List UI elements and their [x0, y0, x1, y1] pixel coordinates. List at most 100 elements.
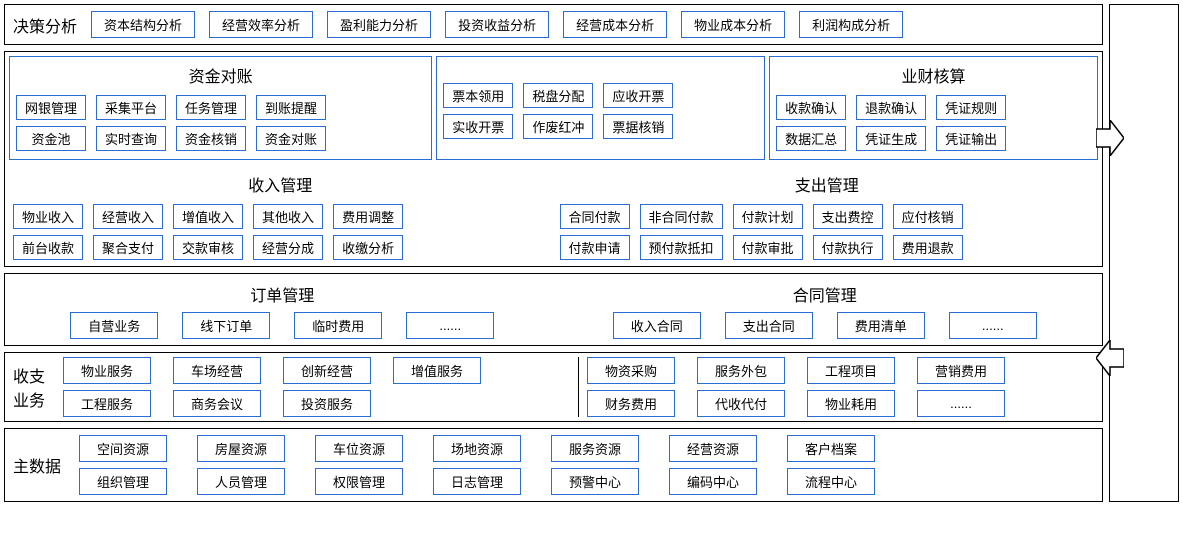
oc-item[interactable]: 收入合同 — [613, 312, 701, 339]
op-item[interactable]: 凭证生成 — [856, 126, 926, 151]
op-item[interactable]: 收缴分析 — [333, 235, 403, 260]
biz-item[interactable]: 服务外包 — [697, 357, 785, 384]
md-item[interactable]: 房屋资源 — [197, 435, 285, 462]
arrow-left-icon — [1096, 340, 1124, 376]
op-item[interactable]: 税盘分配 — [523, 83, 593, 108]
md-item[interactable]: 预警中心 — [551, 468, 639, 495]
business-title-line2: 业务 — [13, 387, 53, 411]
business-panel: 收支 业务 物业服务 车场经营 创新经营 增值服务 工程服务 商务会议 投资服务 — [4, 352, 1103, 422]
op-item[interactable]: 应收开票 — [603, 83, 673, 108]
op-item[interactable]: 费用退款 — [893, 235, 963, 260]
contract-mgmt: 合同管理 收入合同 支出合同 费用清单 ...... — [554, 278, 1097, 341]
analysis-item[interactable]: 盈利能力分析 — [327, 11, 431, 38]
analysis-item[interactable]: 经营成本分析 — [563, 11, 667, 38]
op-item[interactable]: 任务管理 — [176, 95, 246, 120]
biz-item[interactable]: 代收代付 — [697, 390, 785, 417]
accounting-title: 业财核算 — [776, 61, 1091, 89]
analysis-item[interactable]: 资本结构分析 — [91, 11, 195, 38]
md-item[interactable]: 流程中心 — [787, 468, 875, 495]
md-item[interactable]: 权限管理 — [315, 468, 403, 495]
op-item[interactable]: 前台收款 — [13, 235, 83, 260]
op-item[interactable]: 合同付款 — [560, 204, 630, 229]
op-item[interactable]: 预付款抵扣 — [640, 235, 723, 260]
op-item[interactable]: 物业收入 — [13, 204, 83, 229]
invoice-panel: 票本领用 税盘分配 应收开票 实收开票 作废红冲 票据核销 — [436, 56, 765, 160]
md-item[interactable]: 日志管理 — [433, 468, 521, 495]
income-panel: 收入管理 物业收入 经营收入 增值收入 其他收入 费用调整 前台收款 聚合支付 … — [9, 168, 552, 262]
op-item[interactable]: 票据核销 — [603, 114, 673, 139]
op-item[interactable]: 实时查询 — [96, 126, 166, 151]
biz-item[interactable]: 工程服务 — [63, 390, 151, 417]
md-item[interactable]: 经营资源 — [669, 435, 757, 462]
contract-title: 合同管理 — [793, 280, 857, 308]
md-item[interactable]: 服务资源 — [551, 435, 639, 462]
md-item[interactable]: 编码中心 — [669, 468, 757, 495]
md-item[interactable]: 场地资源 — [433, 435, 521, 462]
biz-item[interactable]: 财务费用 — [587, 390, 675, 417]
biz-item[interactable]: 投资服务 — [283, 390, 371, 417]
biz-item[interactable]: 物业服务 — [63, 357, 151, 384]
biz-item[interactable]: 物资采购 — [587, 357, 675, 384]
op-item[interactable]: 到账提醒 — [256, 95, 326, 120]
md-item[interactable]: 车位资源 — [315, 435, 403, 462]
op-item[interactable]: 凭证输出 — [936, 126, 1006, 151]
biz-item[interactable]: 增值服务 — [393, 357, 481, 384]
md-item[interactable]: 客户档案 — [787, 435, 875, 462]
decision-analysis-panel: 决策分析 资本结构分析 经营效率分析 盈利能力分析 投资收益分析 经营成本分析 … — [4, 4, 1103, 45]
op-item[interactable]: 其他收入 — [253, 204, 323, 229]
oc-item-more[interactable]: ...... — [406, 312, 494, 339]
md-item[interactable]: 人员管理 — [197, 468, 285, 495]
op-item[interactable]: 非合同付款 — [640, 204, 723, 229]
op-item[interactable]: 经营分成 — [253, 235, 323, 260]
op-item[interactable]: 应付核销 — [893, 204, 963, 229]
fund-recon-panel: 资金对账 网银管理 采集平台 任务管理 到账提醒 资金池 实时查询 资金核销 — [9, 56, 432, 160]
op-item[interactable]: 资金池 — [16, 126, 86, 151]
biz-item[interactable]: 营销费用 — [917, 357, 1005, 384]
op-item[interactable]: 数据汇总 — [776, 126, 846, 151]
op-item[interactable]: 经营收入 — [93, 204, 163, 229]
expense-panel: 支出管理 合同付款 非合同付款 付款计划 支出费控 应付核销 付款申请 预付款抵… — [556, 168, 1099, 262]
biz-item[interactable]: 物业耗用 — [807, 390, 895, 417]
oc-item[interactable]: 线下订单 — [182, 312, 270, 339]
md-item[interactable]: 空间资源 — [79, 435, 167, 462]
analysis-item[interactable]: 投资收益分析 — [445, 11, 549, 38]
op-item[interactable]: 付款申请 — [560, 235, 630, 260]
op-item[interactable]: 网银管理 — [16, 95, 86, 120]
op-item[interactable]: 采集平台 — [96, 95, 166, 120]
op-item[interactable]: 收款确认 — [776, 95, 846, 120]
oc-item[interactable]: 费用清单 — [837, 312, 925, 339]
op-item[interactable]: 付款执行 — [813, 235, 883, 260]
md-item[interactable]: 组织管理 — [79, 468, 167, 495]
op-item[interactable]: 资金核销 — [176, 126, 246, 151]
op-item[interactable]: 实收开票 — [443, 114, 513, 139]
op-item[interactable]: 退款确认 — [856, 95, 926, 120]
master-data-panel: 主数据 空间资源 房屋资源 车位资源 场地资源 服务资源 经营资源 客户档案 组… — [4, 428, 1103, 502]
master-data-title: 主数据 — [13, 453, 69, 477]
op-item[interactable]: 资金对账 — [256, 126, 326, 151]
op-item[interactable]: 付款审批 — [733, 235, 803, 260]
order-mgmt: 订单管理 自营业务 线下订单 临时费用 ...... — [11, 278, 554, 341]
op-item[interactable]: 增值收入 — [173, 204, 243, 229]
oc-item[interactable]: 支出合同 — [725, 312, 813, 339]
op-item[interactable]: 付款计划 — [733, 204, 803, 229]
oc-item[interactable]: 自营业务 — [70, 312, 158, 339]
oc-item-more[interactable]: ...... — [949, 312, 1037, 339]
analysis-item[interactable]: 物业成本分析 — [681, 11, 785, 38]
op-item[interactable]: 票本领用 — [443, 83, 513, 108]
oc-item[interactable]: 临时费用 — [294, 312, 382, 339]
analysis-item[interactable]: 经营效率分析 — [209, 11, 313, 38]
biz-item[interactable]: 创新经营 — [283, 357, 371, 384]
op-item[interactable]: 聚合支付 — [93, 235, 163, 260]
business-title-line1: 收支 — [13, 363, 53, 387]
biz-item[interactable]: 车场经营 — [173, 357, 261, 384]
op-item[interactable]: 支出费控 — [813, 204, 883, 229]
op-item[interactable]: 费用调整 — [333, 204, 403, 229]
biz-item-more[interactable]: ...... — [917, 390, 1005, 417]
op-item[interactable]: 交款审核 — [173, 235, 243, 260]
analysis-item[interactable]: 利润构成分析 — [799, 11, 903, 38]
op-item[interactable]: 作废红冲 — [523, 114, 593, 139]
biz-item[interactable]: 商务会议 — [173, 390, 261, 417]
op-item[interactable]: 凭证规则 — [936, 95, 1006, 120]
arrow-right-icon — [1096, 120, 1124, 156]
biz-item[interactable]: 工程项目 — [807, 357, 895, 384]
